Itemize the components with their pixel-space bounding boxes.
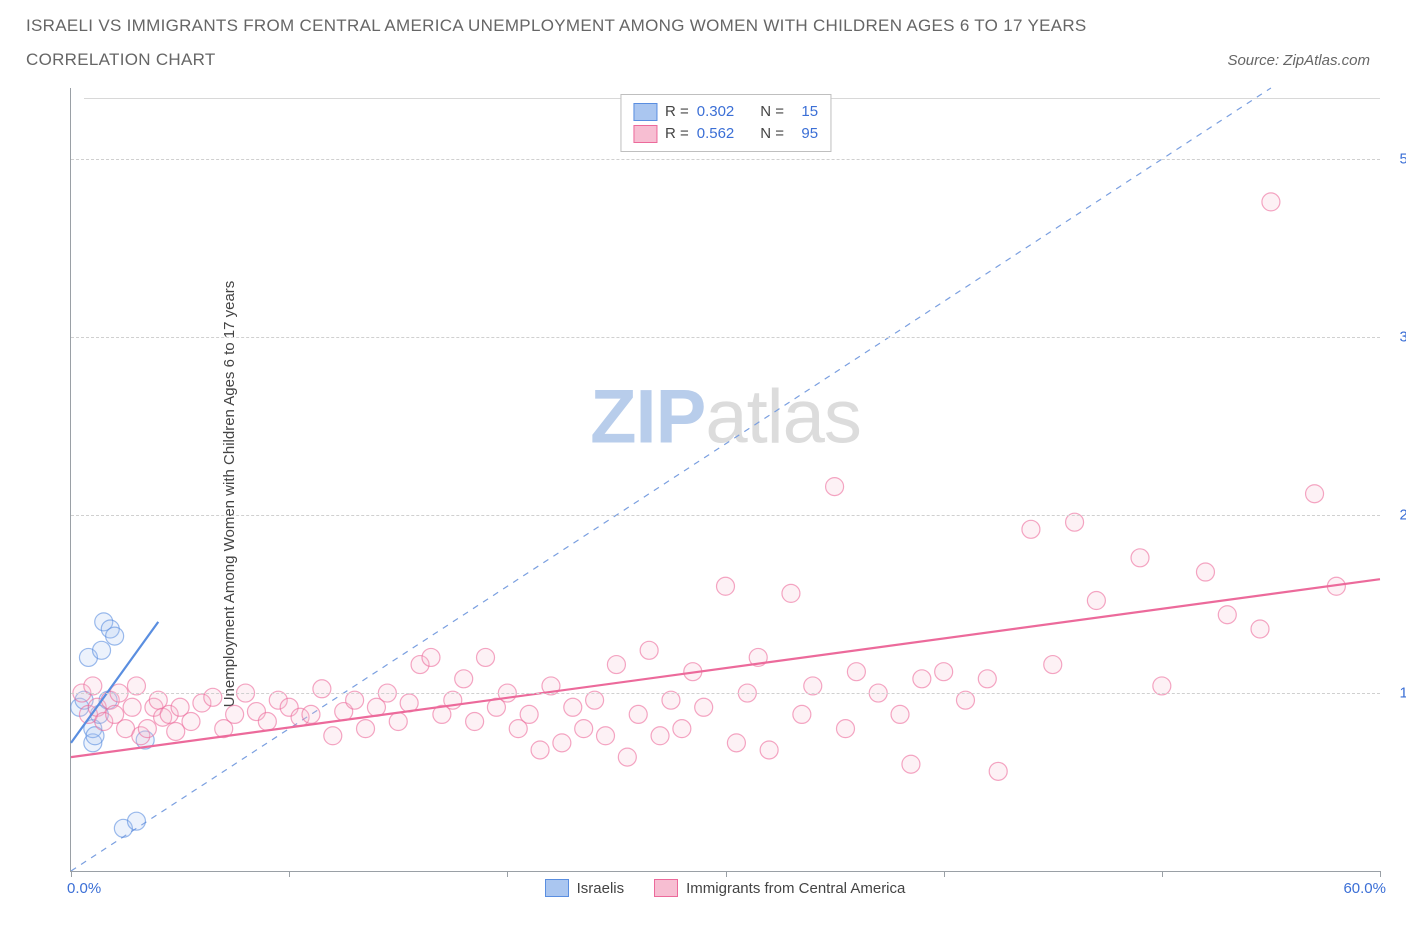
legend-swatch-israelis <box>633 103 657 121</box>
data-point-central_america <box>629 705 647 723</box>
legend-label-israelis: Israelis <box>577 880 625 897</box>
data-point-israelis <box>93 641 111 659</box>
data-point-central_america <box>1196 563 1214 581</box>
data-point-central_america <box>1262 193 1280 211</box>
gridline <box>71 515 1380 516</box>
data-point-central_america <box>258 713 276 731</box>
data-point-central_america <box>1087 592 1105 610</box>
data-point-central_america <box>902 755 920 773</box>
data-point-israelis <box>127 812 145 830</box>
legend-swatch-central-america <box>654 879 678 897</box>
data-point-central_america <box>466 713 484 731</box>
data-point-central_america <box>302 705 320 723</box>
data-point-central_america <box>477 648 495 666</box>
data-point-central_america <box>182 713 200 731</box>
data-point-central_america <box>226 705 244 723</box>
data-point-central_america <box>204 688 222 706</box>
y-tick-label: 25.0% <box>1386 507 1406 524</box>
data-point-israelis <box>106 627 124 645</box>
data-point-central_america <box>553 734 571 752</box>
y-tick-label: 12.5% <box>1386 685 1406 702</box>
data-point-central_america <box>836 720 854 738</box>
correlation-chart: Unemployment Among Women with Children A… <box>26 88 1380 900</box>
gridline <box>71 337 1380 338</box>
data-point-central_america <box>727 734 745 752</box>
legend-stats-row-1: R = 0.562 N = 95 <box>633 123 818 145</box>
legend-swatch-central-america <box>633 125 657 143</box>
data-point-central_america <box>793 705 811 723</box>
data-point-central_america <box>782 584 800 602</box>
data-point-central_america <box>607 656 625 674</box>
data-point-central_america <box>1022 520 1040 538</box>
n-value-1: 95 <box>792 123 818 145</box>
data-point-central_america <box>847 663 865 681</box>
data-point-central_america <box>123 698 141 716</box>
data-point-central_america <box>455 670 473 688</box>
y-tick-label: 50.0% <box>1386 151 1406 168</box>
legend-item-israelis: Israelis <box>545 879 625 897</box>
data-point-central_america <box>1306 485 1324 503</box>
data-point-central_america <box>651 727 669 745</box>
legend-label-central-america: Immigrants from Central America <box>686 880 905 897</box>
gridline <box>71 159 1380 160</box>
data-point-central_america <box>717 577 735 595</box>
data-point-central_america <box>389 713 407 731</box>
title-line1: ISRAELI VS IMMIGRANTS FROM CENTRAL AMERI… <box>26 16 1380 36</box>
r-label: R = <box>665 101 689 123</box>
source-label: Source: ZipAtlas.com <box>1227 52 1380 69</box>
data-point-central_america <box>138 720 156 738</box>
title-line2: CORRELATION CHART <box>26 50 216 70</box>
data-point-central_america <box>826 478 844 496</box>
plot-area: ZIPatlas R = 0.302 N = 15 R = 0.562 N = … <box>70 88 1380 872</box>
y-tick-label: 37.5% <box>1386 329 1406 346</box>
n-label: N = <box>760 123 784 145</box>
legend-stats-row-0: R = 0.302 N = 15 <box>633 101 818 123</box>
data-point-central_america <box>1044 656 1062 674</box>
data-point-central_america <box>618 748 636 766</box>
plot-svg <box>71 88 1380 871</box>
data-point-central_america <box>1218 606 1236 624</box>
n-label: N = <box>760 101 784 123</box>
data-point-central_america <box>167 722 185 740</box>
gridline <box>71 693 1380 694</box>
data-point-central_america <box>1131 549 1149 567</box>
data-point-central_america <box>913 670 931 688</box>
legend-series: Israelis Immigrants from Central America <box>70 876 1380 900</box>
data-point-central_america <box>564 698 582 716</box>
data-point-central_america <box>695 698 713 716</box>
data-point-central_america <box>935 663 953 681</box>
data-point-central_america <box>640 641 658 659</box>
legend-stats: R = 0.302 N = 15 R = 0.562 N = 95 <box>620 94 831 152</box>
data-point-central_america <box>531 741 549 759</box>
data-point-central_america <box>520 705 538 723</box>
data-point-central_america <box>673 720 691 738</box>
data-point-central_america <box>989 762 1007 780</box>
data-point-central_america <box>422 648 440 666</box>
r-value-1: 0.562 <box>697 123 735 145</box>
r-value-0: 0.302 <box>697 101 735 123</box>
data-point-central_america <box>313 680 331 698</box>
reference-line <box>71 88 1271 871</box>
data-point-central_america <box>760 741 778 759</box>
x-tick <box>1380 871 1381 877</box>
data-point-central_america <box>978 670 996 688</box>
legend-item-central-america: Immigrants from Central America <box>654 879 905 897</box>
r-label: R = <box>665 123 689 145</box>
data-point-central_america <box>575 720 593 738</box>
data-point-central_america <box>357 720 375 738</box>
trend-line-central_america <box>71 579 1380 757</box>
data-point-central_america <box>597 727 615 745</box>
data-point-central_america <box>324 727 342 745</box>
n-value-0: 15 <box>792 101 818 123</box>
data-point-central_america <box>891 705 909 723</box>
legend-swatch-israelis <box>545 879 569 897</box>
data-point-central_america <box>1251 620 1269 638</box>
